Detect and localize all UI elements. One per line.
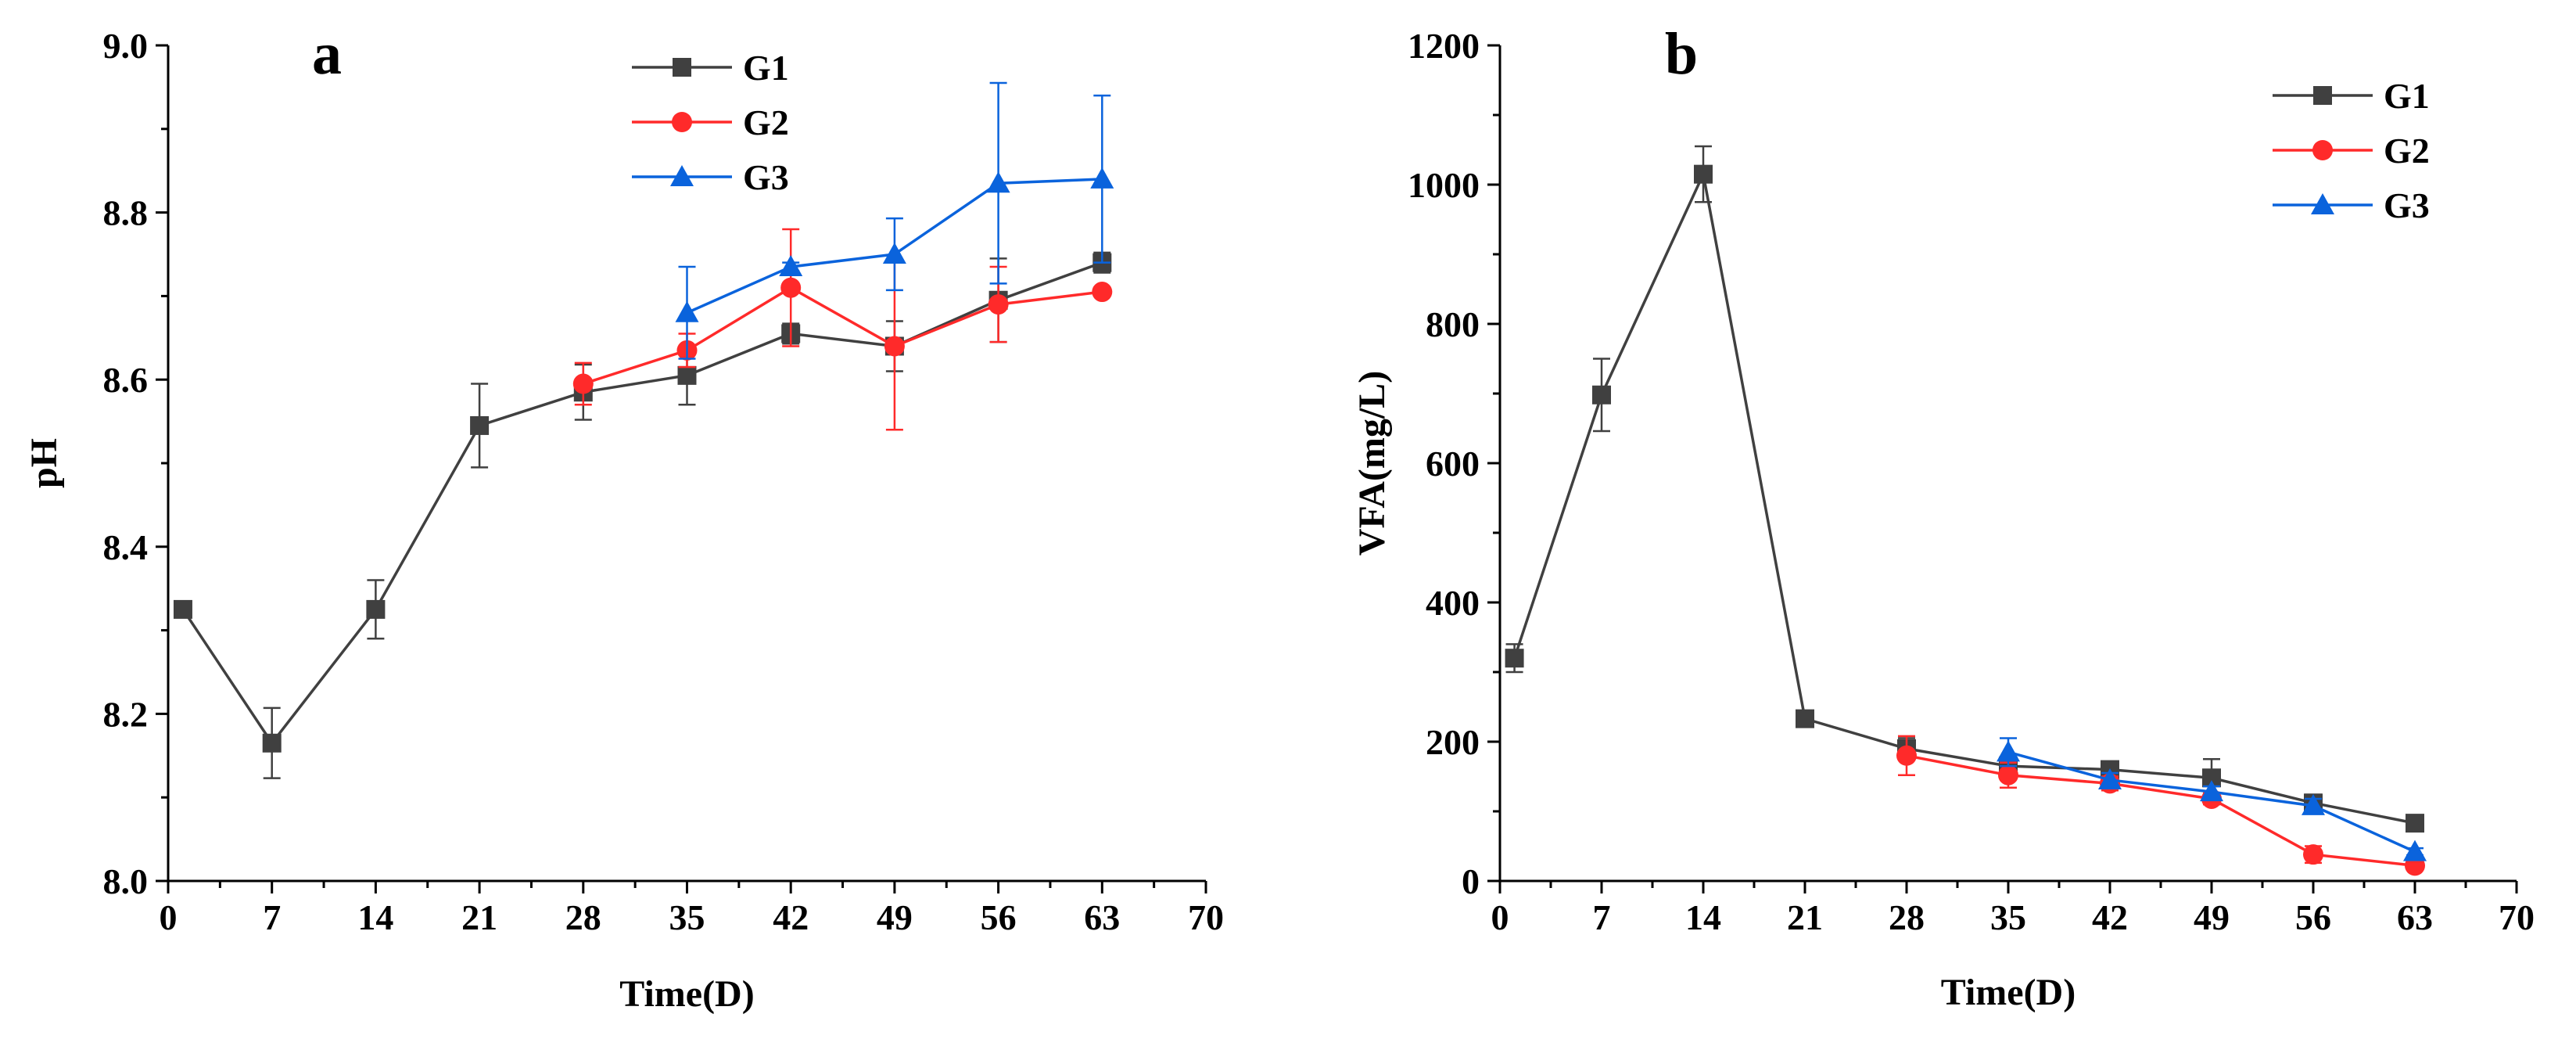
panel-b-x-tick-label: 28 bbox=[1889, 897, 1925, 937]
data-point bbox=[572, 373, 594, 394]
panel-b-y-tick-label: 1000 bbox=[1408, 165, 1480, 205]
data-point bbox=[1505, 649, 1524, 668]
panel-b-y-tick-label: 1200 bbox=[1408, 26, 1480, 66]
data-point bbox=[884, 336, 905, 357]
panel-a-x-tick-label: 14 bbox=[357, 897, 393, 937]
panel-b-y-tick-label: 400 bbox=[1426, 583, 1480, 623]
data-point bbox=[470, 415, 490, 435]
legend-label: G3 bbox=[2384, 185, 2430, 225]
legend-label: G2 bbox=[2384, 131, 2430, 171]
legend-label: G2 bbox=[743, 102, 789, 142]
panel-b-y-axis-title: VFA(mg/L) bbox=[1351, 371, 1393, 555]
panel-a-x-tick-label: 63 bbox=[1084, 897, 1120, 937]
data-point bbox=[988, 294, 1009, 315]
panel-a-y-tick-label: 9.0 bbox=[103, 26, 149, 66]
panel-b-x-tick-label: 49 bbox=[2194, 897, 2230, 937]
panel-b-y-tick-label: 200 bbox=[1426, 722, 1480, 762]
data-point bbox=[1997, 740, 2020, 762]
panel-a-y-axis-title: pH bbox=[23, 438, 65, 488]
panel-a-x-tick-label: 70 bbox=[1188, 897, 1224, 937]
data-point bbox=[675, 300, 699, 322]
panel-b-vfa-chart: b Time(D) VFA(mg/L) 0 7 14 21 28 35 42 49 56 63 70… bbox=[1351, 21, 2535, 1013]
data-point bbox=[2303, 844, 2323, 865]
legend-label: G1 bbox=[2384, 76, 2430, 116]
panel-b-x-tick-label: 35 bbox=[1990, 897, 2026, 937]
data-point bbox=[986, 171, 1010, 193]
panel-a-legend: G1 G2 G3 bbox=[632, 48, 789, 197]
panel-a-y-tick-label: 8.0 bbox=[103, 861, 149, 901]
data-point bbox=[1090, 167, 1114, 189]
panel-a-ph-chart: a Time(D) pH 0 7 14 21 28 35 42 49 56 63 70 8.0 8.2 8… bbox=[23, 21, 1224, 1015]
data-point bbox=[173, 599, 192, 619]
panel-b-letter: b bbox=[1665, 21, 1698, 87]
panel-b-y-tick-label: 600 bbox=[1426, 444, 1480, 484]
panel-b-y-tick-label: 800 bbox=[1426, 304, 1480, 344]
panel-b-x-axis-title: Time(D) bbox=[1941, 972, 2076, 1013]
legend-marker bbox=[672, 112, 692, 132]
panel-a-series-g1 bbox=[173, 251, 1112, 779]
panel-b-x-tick-label: 14 bbox=[1685, 897, 1721, 937]
data-point bbox=[779, 255, 803, 277]
panel-a-x-tick-label: 42 bbox=[773, 897, 809, 937]
panel-a-y-tick-label: 8.8 bbox=[103, 193, 149, 233]
panel-b-x-tick-label: 63 bbox=[2397, 897, 2433, 937]
panel-b-x-tick-label: 21 bbox=[1787, 897, 1823, 937]
panel-a-y-tick-label: 8.2 bbox=[103, 694, 149, 734]
series-line bbox=[181, 261, 1103, 746]
series-line bbox=[583, 286, 1103, 386]
data-point bbox=[262, 733, 282, 753]
panel-a-x-tick-label: 56 bbox=[981, 897, 1017, 937]
data-point bbox=[366, 599, 386, 619]
panel-b-x-tick-label: 56 bbox=[2295, 897, 2331, 937]
panel-b-x-tick-label: 70 bbox=[2499, 897, 2535, 937]
panel-b-x-tick-label: 7 bbox=[1593, 897, 1611, 937]
panel-a-x-tick-label: 28 bbox=[565, 897, 601, 937]
panel-a-y-tick-label: 8.6 bbox=[103, 360, 149, 400]
panel-b-series-g1 bbox=[1505, 145, 2424, 833]
data-point bbox=[2403, 839, 2427, 861]
panel-a-y-tick-label: 8.4 bbox=[103, 527, 149, 567]
data-point bbox=[2200, 780, 2223, 802]
data-point bbox=[780, 277, 802, 298]
data-point bbox=[1694, 164, 1713, 184]
data-point bbox=[2406, 814, 2424, 833]
legend-marker bbox=[673, 58, 691, 77]
series-line bbox=[1512, 169, 2416, 825]
panel-a-series-g2 bbox=[572, 228, 1113, 431]
legend-label: G1 bbox=[743, 48, 789, 88]
data-point bbox=[677, 365, 697, 385]
data-point bbox=[1592, 385, 1611, 404]
data-point bbox=[2302, 793, 2325, 815]
legend-label: G3 bbox=[743, 157, 789, 197]
panel-b-x-tick-label: 0 bbox=[1491, 897, 1509, 937]
data-point bbox=[1896, 745, 1917, 766]
data-point bbox=[882, 243, 906, 264]
data-point bbox=[1092, 282, 1113, 303]
panel-b-x-tick-label: 42 bbox=[2092, 897, 2128, 937]
legend-marker bbox=[2312, 140, 2333, 160]
panel-b-series-g3 bbox=[1997, 737, 2427, 861]
data-point bbox=[2098, 768, 2122, 789]
panel-b-series-g2 bbox=[1896, 735, 2425, 876]
data-point bbox=[1998, 764, 2018, 786]
legend-marker bbox=[670, 165, 694, 186]
series-line bbox=[1906, 754, 2416, 868]
panel-b-y-tick-label: 0 bbox=[1462, 861, 1480, 901]
panel-b-legend: G1 G2 G3 bbox=[2273, 76, 2430, 225]
panel-a-x-tick-label: 21 bbox=[461, 897, 497, 937]
panel-a-x-tick-label: 35 bbox=[669, 897, 705, 937]
panel-a-x-tick-label: 0 bbox=[160, 897, 178, 937]
panel-a-letter: a bbox=[312, 21, 342, 87]
legend-marker bbox=[2313, 86, 2332, 105]
panel-a-series-g3 bbox=[675, 81, 1114, 360]
panel-a-x-tick-label: 7 bbox=[263, 897, 281, 937]
legend-marker bbox=[2311, 193, 2334, 214]
panel-a-x-axis-title: Time(D) bbox=[619, 973, 754, 1015]
data-point bbox=[1796, 709, 1814, 728]
panel-a-x-tick-label: 49 bbox=[877, 897, 913, 937]
